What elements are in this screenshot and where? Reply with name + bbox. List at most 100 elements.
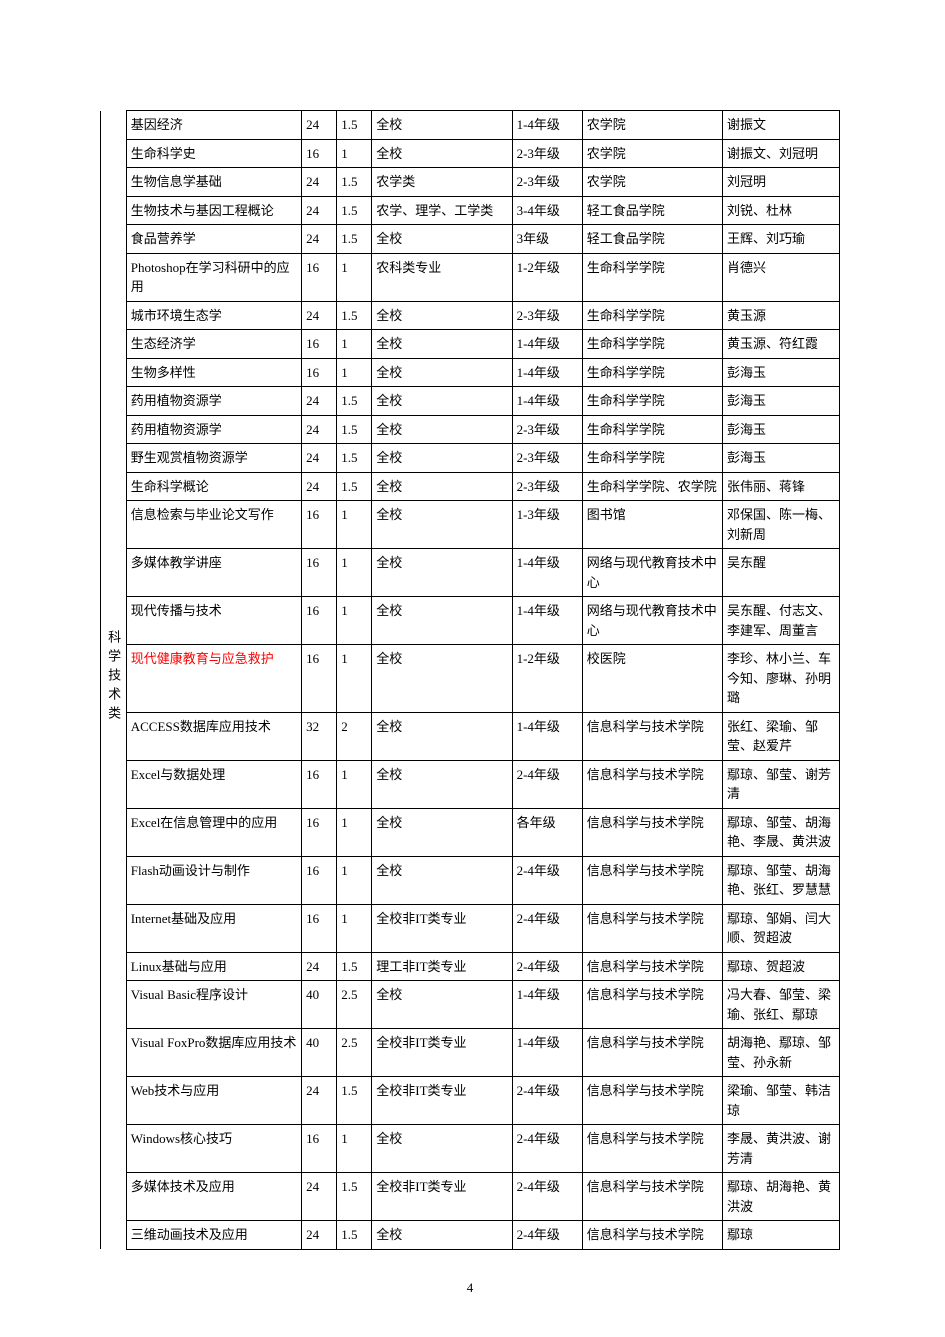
scope-cell: 全校 [372,139,512,168]
table-row: 三维动画技术及应用241.5全校2-4年级信息科学与技术学院鄢琼 [101,1221,840,1250]
teacher-cell: 鄢琼 [723,1221,840,1250]
grade-cell: 2-4年级 [512,952,582,981]
course-cell: Windows核心技巧 [126,1125,301,1173]
course-cell: 药用植物资源学 [126,387,301,416]
course-cell: Internet基础及应用 [126,904,301,952]
teacher-cell: 彭海玉 [723,387,840,416]
grade-cell: 2-4年级 [512,1173,582,1221]
grade-cell: 2-3年级 [512,139,582,168]
course-cell: 生态经济学 [126,330,301,359]
grade-cell: 1-4年级 [512,981,582,1029]
course-cell: 生命科学概论 [126,472,301,501]
scope-cell: 全校 [372,111,512,140]
scope-cell: 农学类 [372,168,512,197]
credit-cell: 1.5 [337,168,372,197]
hours-cell: 24 [302,1077,337,1125]
grade-cell: 1-2年级 [512,645,582,713]
teacher-cell: 鄢琼、邹娟、闫大顺、贺超波 [723,904,840,952]
grade-cell: 2-3年级 [512,472,582,501]
teacher-cell: 邓保国、陈一梅、刘新周 [723,501,840,549]
grade-cell: 1-4年级 [512,1029,582,1077]
dept-cell: 生命科学学院 [582,301,722,330]
table-row: 野生观赏植物资源学241.5全校2-3年级生命科学学院彭海玉 [101,444,840,473]
course-cell: 多媒体技术及应用 [126,1173,301,1221]
grade-cell: 3-4年级 [512,196,582,225]
table-row: ACCESS数据库应用技术322全校1-4年级信息科学与技术学院张红、梁瑜、邹莹… [101,712,840,760]
credit-cell: 1 [337,904,372,952]
table-row: 食品营养学241.5全校3年级轻工食品学院王辉、刘巧瑜 [101,225,840,254]
table-row: 生物多样性161全校1-4年级生命科学学院彭海玉 [101,358,840,387]
course-cell: 现代传播与技术 [126,597,301,645]
course-cell: Flash动画设计与制作 [126,856,301,904]
credit-cell: 1.5 [337,1221,372,1250]
grade-cell: 1-4年级 [512,358,582,387]
scope-cell: 全校 [372,981,512,1029]
scope-cell: 全校 [372,856,512,904]
hours-cell: 24 [302,1173,337,1221]
course-cell: 生命科学史 [126,139,301,168]
teacher-cell: 王辉、刘巧瑜 [723,225,840,254]
credit-cell: 1 [337,760,372,808]
dept-cell: 信息科学与技术学院 [582,1029,722,1077]
dept-cell: 信息科学与技术学院 [582,952,722,981]
scope-cell: 全校 [372,501,512,549]
hours-cell: 24 [302,444,337,473]
table-row: 药用植物资源学241.5全校2-3年级生命科学学院彭海玉 [101,415,840,444]
dept-cell: 信息科学与技术学院 [582,760,722,808]
course-cell: Excel在信息管理中的应用 [126,808,301,856]
dept-cell: 图书馆 [582,501,722,549]
hours-cell: 24 [302,472,337,501]
grade-cell: 1-3年级 [512,501,582,549]
teacher-cell: 吴东醒、付志文、李建军、周董言 [723,597,840,645]
course-cell: 生物多样性 [126,358,301,387]
teacher-cell: 李晟、黄洪波、谢芳清 [723,1125,840,1173]
course-cell: Visual Basic程序设计 [126,981,301,1029]
credit-cell: 1 [337,253,372,301]
grade-cell: 2-4年级 [512,904,582,952]
hours-cell: 16 [302,330,337,359]
table-row: Excel在信息管理中的应用161全校各年级信息科学与技术学院鄢琼、邹莹、胡海艳… [101,808,840,856]
dept-cell: 轻工食品学院 [582,225,722,254]
course-cell: 药用植物资源学 [126,415,301,444]
dept-cell: 网络与现代教育技术中心 [582,597,722,645]
dept-cell: 生命科学学院 [582,444,722,473]
grade-cell: 2-4年级 [512,760,582,808]
hours-cell: 16 [302,904,337,952]
teacher-cell: 李珍、林小兰、车今知、廖琳、孙明璐 [723,645,840,713]
grade-cell: 2-4年级 [512,856,582,904]
scope-cell: 农学、理学、工学类 [372,196,512,225]
grade-cell: 各年级 [512,808,582,856]
grade-cell: 1-4年级 [512,111,582,140]
credit-cell: 2.5 [337,981,372,1029]
teacher-cell: 刘锐、杜林 [723,196,840,225]
dept-cell: 信息科学与技术学院 [582,1125,722,1173]
table-row: Visual FoxPro数据库应用技术402.5全校非IT类专业1-4年级信息… [101,1029,840,1077]
teacher-cell: 梁瑜、邹莹、韩洁琼 [723,1077,840,1125]
table-row: 生态经济学161全校1-4年级生命科学学院黄玉源、符红霞 [101,330,840,359]
table-row: 生命科学史161全校2-3年级农学院谢振文、刘冠明 [101,139,840,168]
table-row: 科学技术类基因经济241.5全校1-4年级农学院谢振文 [101,111,840,140]
credit-cell: 2 [337,712,372,760]
hours-cell: 16 [302,856,337,904]
page-number: 4 [100,1280,840,1296]
credit-cell: 1 [337,856,372,904]
dept-cell: 信息科学与技术学院 [582,1077,722,1125]
course-cell: 现代健康教育与应急救护 [126,645,301,713]
teacher-cell: 谢振文、刘冠明 [723,139,840,168]
course-cell: Excel与数据处理 [126,760,301,808]
credit-cell: 1.5 [337,387,372,416]
course-cell: 城市环境生态学 [126,301,301,330]
credit-cell: 1 [337,549,372,597]
grade-cell: 1-2年级 [512,253,582,301]
scope-cell: 全校非IT类专业 [372,1077,512,1125]
course-cell: 基因经济 [126,111,301,140]
scope-cell: 全校 [372,808,512,856]
table-row: 信息检索与毕业论文写作161全校1-3年级图书馆邓保国、陈一梅、刘新周 [101,501,840,549]
course-table: 科学技术类基因经济241.5全校1-4年级农学院谢振文生命科学史161全校2-3… [100,110,840,1250]
scope-cell: 理工非IT类专业 [372,952,512,981]
dept-cell: 轻工食品学院 [582,196,722,225]
dept-cell: 生命科学学院 [582,387,722,416]
category-label: 科学技术类 [104,630,124,725]
grade-cell: 2-3年级 [512,301,582,330]
scope-cell: 全校非IT类专业 [372,1029,512,1077]
